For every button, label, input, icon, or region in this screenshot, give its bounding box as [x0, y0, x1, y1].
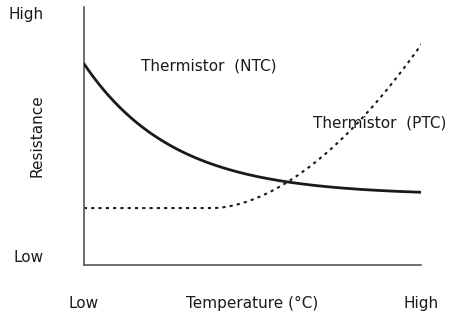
Text: Temperature (°C): Temperature (°C) — [186, 296, 319, 311]
Text: Resistance: Resistance — [29, 94, 44, 177]
Text: Thermistor  (NTC): Thermistor (NTC) — [141, 58, 277, 74]
Text: High: High — [404, 296, 439, 311]
Text: High: High — [8, 7, 44, 22]
Text: Low: Low — [69, 296, 99, 311]
Text: Low: Low — [14, 250, 44, 265]
Text: Thermistor  (PTC): Thermistor (PTC) — [313, 115, 447, 130]
